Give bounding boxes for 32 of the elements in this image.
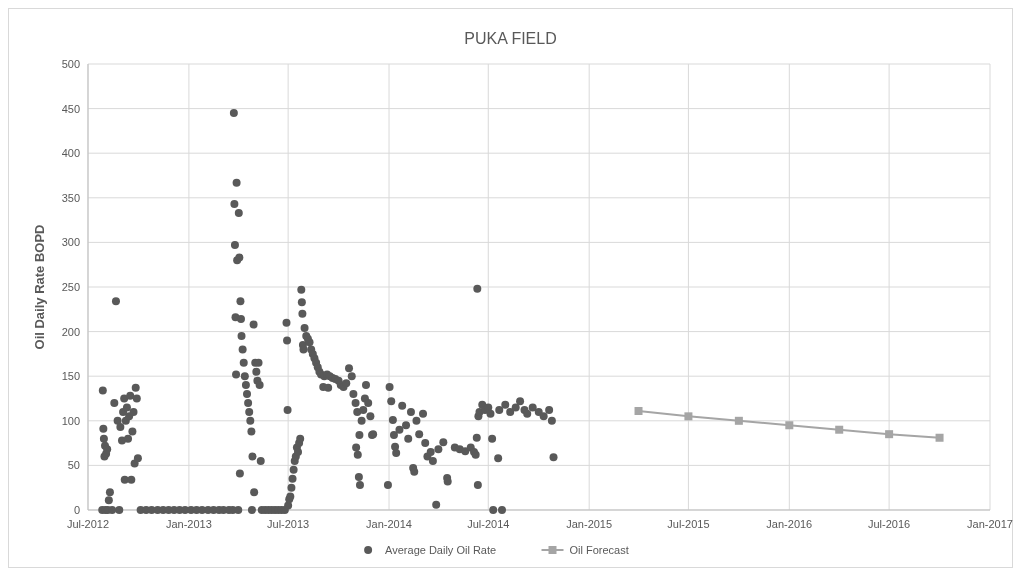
x-tick-label: Jan-2016 — [766, 518, 813, 530]
x-tick-label: Jul-2013 — [267, 518, 310, 530]
y-tick-label: 400 — [61, 147, 80, 160]
y-tick-label: 50 — [67, 459, 80, 472]
y-tick-label: 100 — [61, 414, 80, 427]
point — [785, 421, 794, 430]
x-tick-label: Jan-2017 — [967, 518, 1013, 530]
x-tick-label: Jan-2015 — [566, 518, 613, 530]
x-tick-label: Jul-2012 — [66, 518, 110, 530]
y-tick-label: 150 — [61, 370, 80, 383]
legend-label: Oil Forecast — [569, 544, 629, 556]
x-tick-label: Jul-2014 — [467, 518, 510, 530]
y-tick-label: 450 — [61, 102, 80, 115]
x-tick-label: Jan-2013 — [165, 518, 212, 530]
y-axis-title: Oil Daily Rate BOPD — [32, 224, 47, 350]
point — [885, 430, 894, 439]
point — [835, 425, 844, 434]
legend-label: Average Daily Oil Rate — [385, 544, 497, 556]
point — [684, 412, 693, 421]
y-tick-label: 250 — [61, 281, 80, 293]
y-tick-label: 300 — [61, 236, 80, 249]
point — [634, 406, 643, 415]
y-tick-label: 0 — [73, 504, 80, 516]
point — [734, 416, 743, 425]
y-tick-label: 350 — [61, 191, 80, 204]
x-tick-label: Jul-2015 — [667, 518, 710, 530]
point — [935, 433, 944, 442]
x-tick-label: Jul-2016 — [868, 518, 911, 530]
x-tick-label: Jan-2014 — [366, 518, 412, 530]
y-tick-label: 200 — [61, 325, 80, 338]
chart-title: PUKA FIELD — [464, 30, 557, 47]
y-tick-label: 500 — [61, 58, 80, 70]
